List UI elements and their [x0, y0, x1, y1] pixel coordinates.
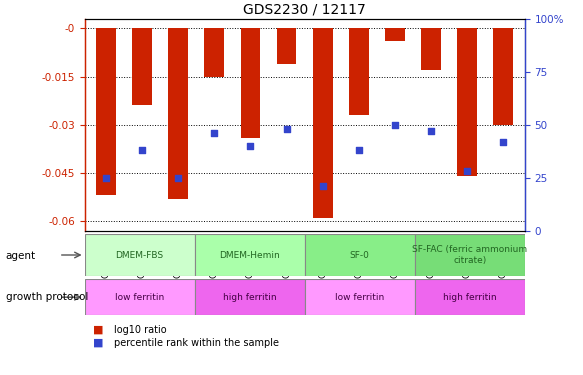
Point [282, 126, 292, 132]
Bar [195, 234, 305, 276]
Bar [349, 28, 368, 115]
Text: growth protocol: growth protocol [6, 292, 88, 302]
Title: GDS2230 / 12117: GDS2230 / 12117 [243, 2, 366, 16]
Bar [415, 234, 525, 276]
Text: ■: ■ [93, 325, 104, 335]
Bar [305, 279, 415, 315]
Bar [195, 279, 305, 315]
Text: SF-FAC (ferric ammonium
citrate): SF-FAC (ferric ammonium citrate) [412, 245, 527, 265]
Text: low ferritin: low ferritin [335, 292, 384, 302]
Point [354, 147, 363, 153]
Point [426, 128, 436, 134]
Text: high ferritin: high ferritin [223, 292, 276, 302]
Text: percentile rank within the sample: percentile rank within the sample [114, 338, 279, 348]
Bar [415, 279, 525, 315]
Text: log10 ratio: log10 ratio [114, 325, 166, 335]
Point [318, 183, 327, 189]
Bar [96, 28, 116, 195]
Point [210, 130, 219, 136]
Bar [493, 28, 513, 125]
Text: low ferritin: low ferritin [115, 292, 164, 302]
Bar [168, 28, 188, 198]
Bar [277, 28, 297, 64]
Text: DMEM-FBS: DMEM-FBS [115, 251, 164, 260]
Bar [241, 28, 261, 138]
Bar [305, 234, 415, 276]
Point [498, 139, 508, 145]
Bar [385, 28, 405, 41]
Text: DMEM-Hemin: DMEM-Hemin [219, 251, 280, 260]
Bar [457, 28, 477, 176]
Point [101, 175, 111, 181]
Bar [312, 28, 332, 218]
Bar [421, 28, 441, 70]
Point [246, 143, 255, 149]
Bar [85, 279, 195, 315]
Point [462, 168, 472, 174]
Text: agent: agent [6, 251, 36, 261]
Bar [85, 234, 195, 276]
Point [174, 175, 183, 181]
Point [390, 122, 399, 128]
Text: ■: ■ [93, 338, 104, 348]
Text: SF-0: SF-0 [350, 251, 370, 260]
Point [138, 147, 147, 153]
Bar [205, 28, 224, 76]
Text: high ferritin: high ferritin [443, 292, 497, 302]
Bar [132, 28, 152, 105]
